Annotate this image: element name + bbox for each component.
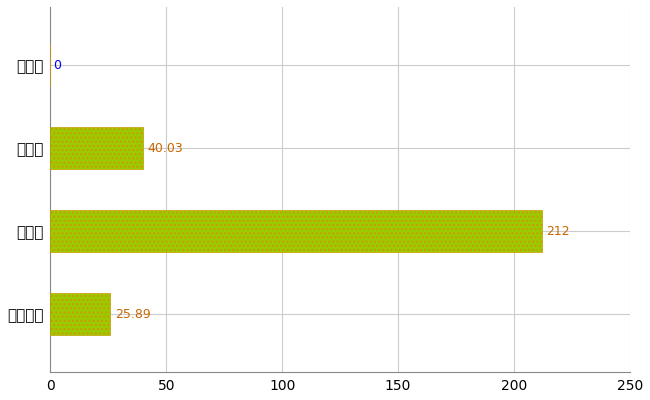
Text: 0: 0	[53, 58, 60, 72]
Bar	[51, 127, 143, 169]
Text: 212: 212	[547, 224, 570, 238]
Bar	[51, 293, 111, 335]
Text: 40.03: 40.03	[148, 142, 183, 154]
Bar	[51, 210, 542, 252]
Text: 25.89: 25.89	[115, 308, 151, 320]
